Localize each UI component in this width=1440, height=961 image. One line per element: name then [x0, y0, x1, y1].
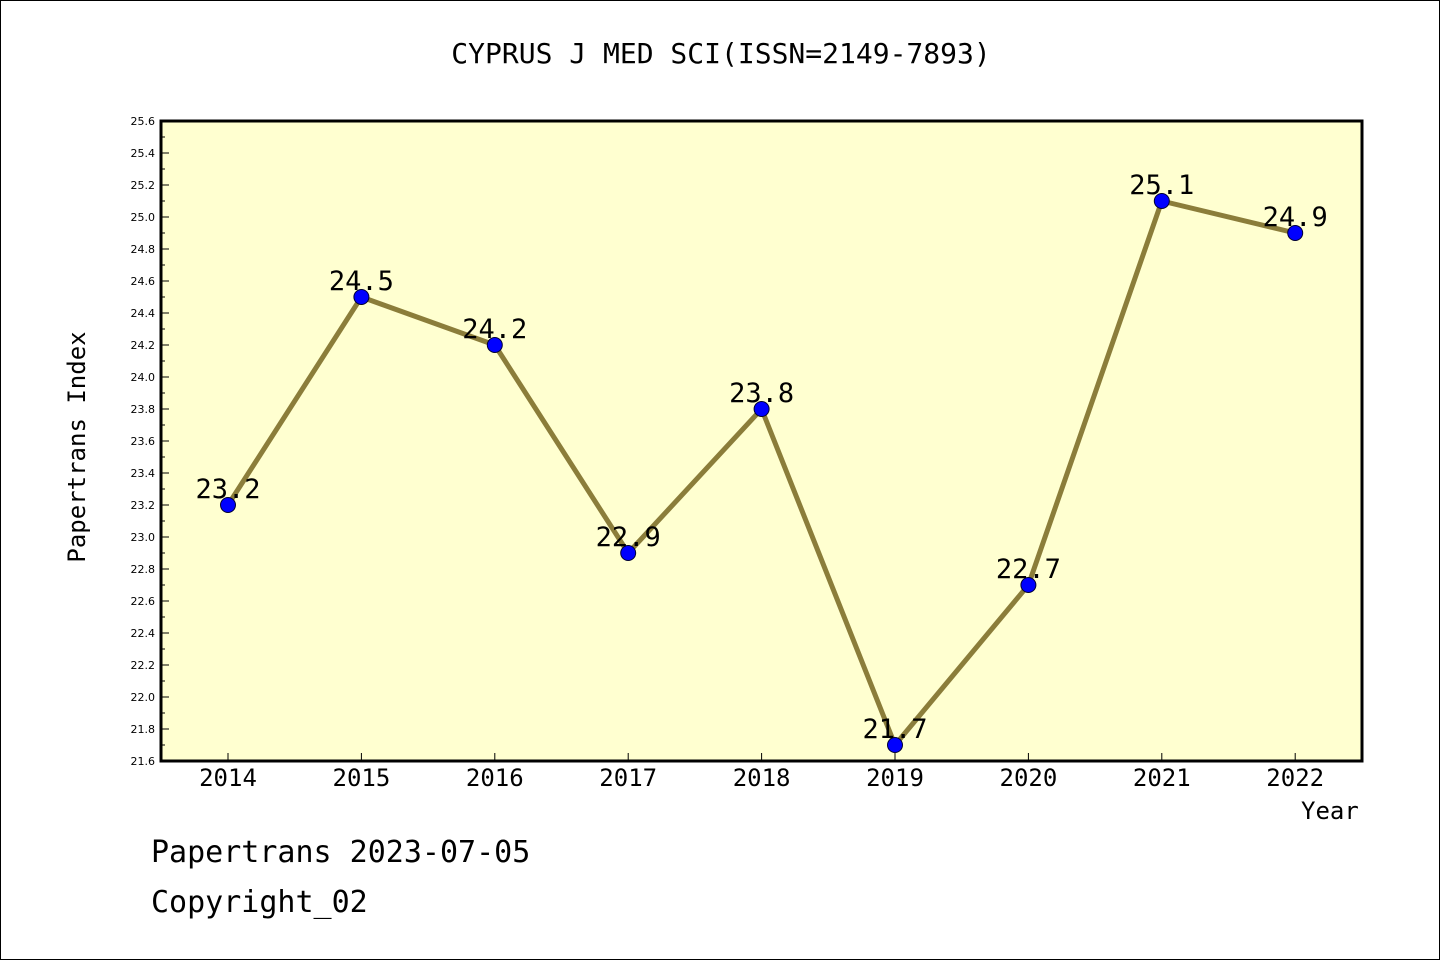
x-axis: 2014 2015 2016 2017 2018 2019 2020 2021 2022 [199, 753, 1324, 792]
x-tick-label: 2017 [599, 764, 657, 792]
data-point [1287, 225, 1304, 241]
y-tick-label: 25.0 [131, 211, 156, 224]
y-tick-label: 23.2 [131, 499, 156, 512]
data-point [753, 401, 770, 417]
y-tick-label: 24.2 [131, 339, 156, 352]
y-tick-label: 23.8 [131, 403, 156, 416]
chart-title: CYPRUS J MED SCI(ISSN=2149-7893) [451, 37, 991, 70]
data-label: 23.2 [195, 474, 260, 505]
data-point [1020, 577, 1037, 593]
y-tick-label: 24.4 [131, 307, 156, 320]
data-label: 22.7 [996, 554, 1061, 585]
x-tick-label: 2018 [733, 764, 791, 792]
y-tick-label: 25.2 [131, 179, 156, 192]
y-axis: 21.6 21.8 22.0 22.2 22.4 22.6 22.8 23.0 23.2 23.4… [131, 115, 169, 768]
y-tick-label: 22.4 [131, 627, 156, 640]
y-tick-label: 24.6 [131, 275, 156, 288]
x-tick-label: 2015 [333, 764, 391, 792]
data-label: 25.1 [1129, 170, 1194, 201]
x-tick-label: 2021 [1133, 764, 1191, 792]
data-label: 21.7 [862, 714, 927, 745]
plot-area [161, 121, 1362, 761]
data-labels: 23.2 24.5 24.2 22.9 23.8 21.7 22.7 25.1 24.9 [195, 170, 1327, 745]
footer-date: Papertrans 2023-07-05 [151, 835, 531, 870]
data-point [486, 337, 503, 353]
y-tick-label: 23.0 [131, 531, 156, 544]
y-tick-label: 21.8 [131, 723, 156, 736]
data-point [220, 497, 236, 513]
plot-border [159, 119, 1364, 763]
x-tick-label: 2016 [466, 764, 524, 792]
x-tick-label: 2020 [1000, 764, 1058, 792]
data-label: 23.8 [729, 378, 794, 409]
y-tick-label: 25.4 [131, 147, 156, 160]
y-tick-label: 24.8 [131, 243, 156, 256]
y-axis-label: Papertrans Index [63, 331, 91, 563]
y-tick-label: 22.2 [131, 659, 156, 672]
y-tick-label: 22.8 [131, 563, 156, 576]
data-label: 22.9 [596, 522, 661, 553]
data-point [887, 737, 903, 753]
y-tick-label: 22.0 [131, 691, 156, 704]
x-tick-label: 2019 [866, 764, 924, 792]
x-axis-label: Year [1301, 797, 1359, 825]
y-tick-label: 23.6 [131, 435, 156, 448]
data-points [220, 193, 1304, 753]
x-tick-label: 2022 [1266, 764, 1324, 792]
y-tick-label: 25.6 [131, 115, 156, 128]
data-label: 24.2 [462, 314, 527, 345]
y-tick-label: 21.6 [131, 755, 156, 768]
footer-copyright: Copyright_02 [151, 885, 368, 920]
y-tick-label: 22.6 [131, 595, 156, 608]
data-label: 24.9 [1263, 202, 1328, 233]
y-tick-label: 23.4 [131, 467, 156, 480]
y-tick-label: 24.0 [131, 371, 156, 384]
data-point [1153, 193, 1170, 209]
x-tick-label: 2014 [199, 764, 257, 792]
data-point [620, 545, 637, 561]
data-label: 24.5 [329, 266, 394, 297]
data-point [353, 289, 370, 305]
